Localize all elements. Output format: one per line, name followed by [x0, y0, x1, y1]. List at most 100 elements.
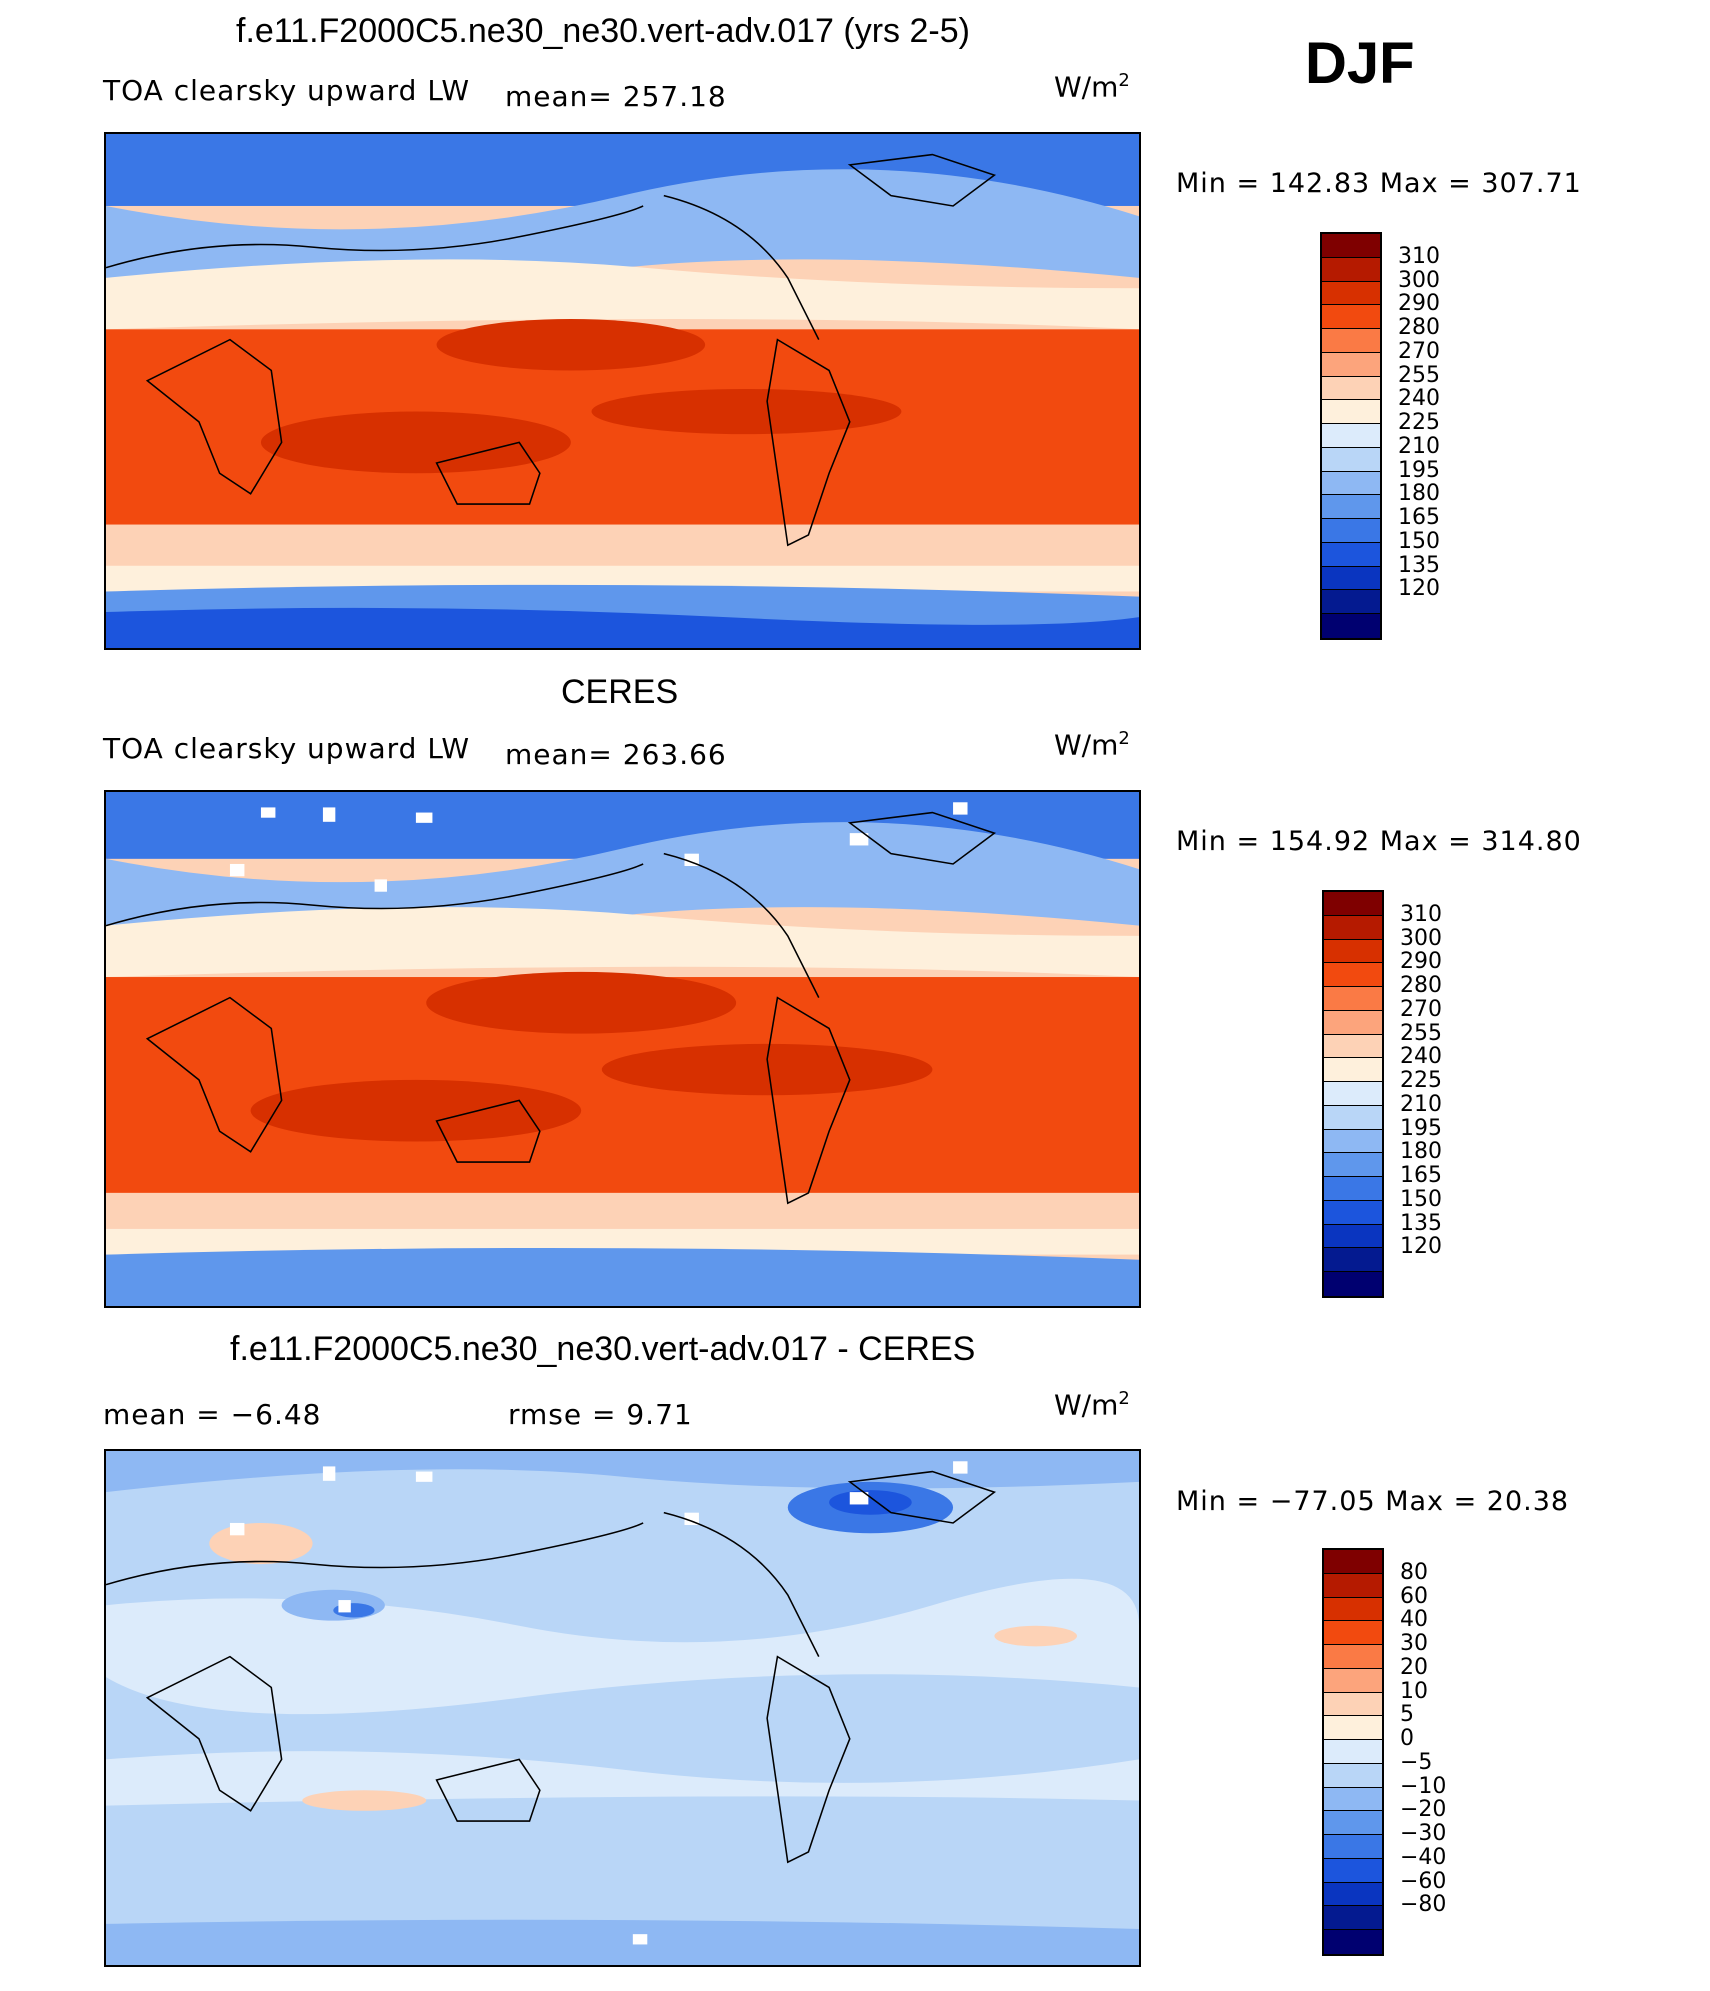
panel-3-minmax: Min = −77.05 Max = 20.38 — [1176, 1486, 1570, 1517]
colorbar-tick-label: 135 — [1400, 1210, 1442, 1236]
colorbar-swatch — [1322, 305, 1380, 329]
colorbar-swatch — [1322, 424, 1380, 448]
colorbar-swatch — [1324, 1550, 1382, 1574]
colorbar-tick-label: −60 — [1400, 1868, 1447, 1894]
colorbar-tick-label: 20 — [1400, 1654, 1428, 1680]
colorbar-tick-label: 180 — [1400, 1139, 1442, 1165]
colorbar-swatch — [1322, 471, 1380, 496]
panel-2-map — [104, 790, 1141, 1308]
colorbar-tick-label: 150 — [1400, 1186, 1442, 1212]
colorbar-tick-label: 80 — [1400, 1559, 1428, 1585]
colorbar-swatch — [1324, 1811, 1382, 1835]
colorbar-swatch — [1324, 1858, 1382, 1883]
colorbar-tick-label: −80 — [1400, 1892, 1447, 1918]
panel-1-colorbar — [1320, 232, 1382, 640]
colorbar-tick-label: 280 — [1400, 973, 1442, 999]
colorbar-swatch — [1324, 939, 1382, 964]
colorbar-swatch — [1324, 1129, 1382, 1154]
colorbar-tick-label: −5 — [1400, 1749, 1433, 1775]
colorbar-swatch — [1324, 1645, 1382, 1669]
panel-2-variable-label: TOA clearsky upward LW — [103, 732, 471, 765]
colorbar-swatch — [1324, 1010, 1382, 1035]
panel-3-units: W/m2 — [1054, 1388, 1130, 1422]
panel-1-title: f.e11.F2000C5.ne30_ne30.vert-adv.017 (yr… — [236, 12, 970, 50]
colorbar-tick-label: 270 — [1400, 996, 1442, 1022]
colorbar-swatch — [1322, 281, 1380, 306]
panel-1-mean-label: mean= 257.18 — [505, 80, 727, 113]
panel-1-minmax: Min = 142.83 Max = 307.71 — [1176, 168, 1582, 199]
colorbar-swatch — [1322, 495, 1380, 519]
colorbar-tick-label: 40 — [1400, 1607, 1428, 1633]
colorbar-swatch — [1322, 590, 1380, 614]
colorbar-tick-label: 180 — [1398, 481, 1440, 507]
colorbar-swatch — [1324, 1621, 1382, 1645]
colorbar-swatch — [1324, 1034, 1382, 1059]
colorbar-tick-label: 165 — [1400, 1163, 1442, 1189]
colorbar-swatch — [1322, 329, 1380, 353]
colorbar-swatch — [1322, 566, 1380, 591]
colorbar-tick-label: 280 — [1398, 315, 1440, 341]
colorbar-swatch — [1324, 1787, 1382, 1812]
colorbar-tick-label: 120 — [1398, 576, 1440, 602]
colorbar-tick-label: −30 — [1400, 1821, 1447, 1847]
colorbar-tick-label: 165 — [1398, 505, 1440, 531]
colorbar-tick-label: 240 — [1398, 386, 1440, 412]
colorbar-tick-label: 225 — [1398, 410, 1440, 436]
colorbar-tick-label: 195 — [1400, 1115, 1442, 1141]
colorbar-swatch — [1322, 400, 1380, 424]
colorbar-tick-label: 5 — [1400, 1702, 1414, 1728]
colorbar-swatch — [1324, 1573, 1382, 1598]
colorbar-swatch — [1322, 352, 1380, 377]
panel-3-colorbar — [1322, 1548, 1384, 1956]
colorbar-swatch — [1324, 1930, 1382, 1954]
colorbar-tick-label: 270 — [1398, 338, 1440, 364]
panel-1-map — [104, 132, 1141, 650]
panel-1-units: W/m2 — [1054, 70, 1130, 104]
colorbar-tick-label: 225 — [1400, 1068, 1442, 1094]
colorbar-tick-label: 120 — [1400, 1234, 1442, 1260]
colorbar-swatch — [1324, 1716, 1382, 1740]
colorbar-swatch — [1324, 1153, 1382, 1177]
colorbar-tick-label: 60 — [1400, 1583, 1428, 1609]
panel-3-title: f.e11.F2000C5.ne30_ne30.vert-adv.017 - C… — [230, 1330, 976, 1368]
colorbar-swatch — [1324, 987, 1382, 1011]
colorbar-swatch — [1322, 257, 1380, 282]
colorbar-tick-label: 290 — [1400, 949, 1442, 975]
colorbar-swatch — [1324, 1224, 1382, 1249]
colorbar-swatch — [1324, 1082, 1382, 1106]
colorbar-tick-label: 210 — [1400, 1091, 1442, 1117]
colorbar-tick-label: 290 — [1398, 291, 1440, 317]
colorbar-swatch — [1324, 1200, 1382, 1225]
colorbar-tick-label: 150 — [1398, 528, 1440, 554]
colorbar-swatch — [1324, 1597, 1382, 1622]
colorbar-tick-label: −20 — [1400, 1797, 1447, 1823]
panel-3-map — [104, 1449, 1141, 1967]
colorbar-swatch — [1322, 234, 1380, 258]
colorbar-swatch — [1322, 376, 1380, 401]
panel-2-title: CERES — [561, 673, 679, 711]
colorbar-swatch — [1324, 1740, 1382, 1764]
colorbar-tick-label: 195 — [1398, 457, 1440, 483]
colorbar-tick-label: 300 — [1400, 925, 1442, 951]
colorbar-swatch — [1322, 614, 1380, 638]
colorbar-swatch — [1324, 1835, 1382, 1859]
colorbar-swatch — [1324, 1763, 1382, 1788]
colorbar-tick-label: 30 — [1400, 1631, 1428, 1657]
panel-3-mean-label: mean = −6.48 — [103, 1398, 322, 1431]
colorbar-swatch — [1324, 915, 1382, 940]
colorbar-swatch — [1324, 963, 1382, 987]
colorbar-tick-label: 240 — [1400, 1044, 1442, 1070]
colorbar-swatch — [1324, 1177, 1382, 1201]
colorbar-swatch — [1324, 1692, 1382, 1717]
panel-2-units: W/m2 — [1054, 728, 1130, 762]
colorbar-tick-label: 210 — [1398, 433, 1440, 459]
colorbar-tick-label: 135 — [1398, 552, 1440, 578]
colorbar-swatch — [1324, 1058, 1382, 1082]
colorbar-swatch — [1324, 1272, 1382, 1296]
colorbar-tick-label: 310 — [1398, 243, 1440, 269]
season-label: DJF — [1305, 31, 1415, 96]
colorbar-tick-label: 255 — [1400, 1020, 1442, 1046]
colorbar-swatch — [1324, 1906, 1382, 1930]
colorbar-tick-label: 255 — [1398, 362, 1440, 388]
colorbar-tick-label: 0 — [1400, 1726, 1414, 1752]
